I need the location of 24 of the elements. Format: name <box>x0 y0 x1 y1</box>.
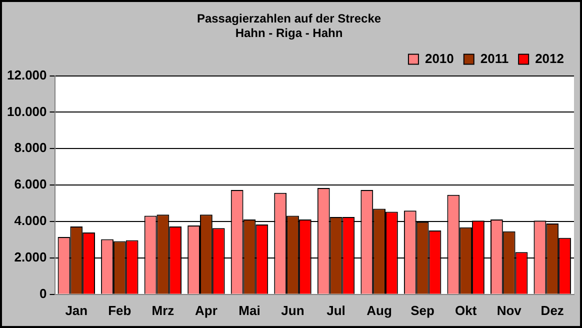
x-tick-label: Nov <box>496 302 522 318</box>
x-tick-label: Jan <box>65 302 88 318</box>
text: Passagierzahlen auf der Strecke <box>196 12 382 26</box>
x-tick-label: Mai <box>238 302 260 318</box>
text: Hahn - Riga - Hahn <box>235 26 343 40</box>
x-tick-label: Dez <box>540 302 564 318</box>
y-tick-label: 10.000 <box>6 104 47 119</box>
legend-label: 2012 <box>535 50 564 66</box>
x-tick-label: Feb <box>108 302 132 318</box>
y-tick-label: 4.000 <box>14 213 47 228</box>
y-tick-label: 12.000 <box>6 67 47 82</box>
legend-label: 2011 <box>480 50 509 66</box>
x-tick-label: Jun <box>281 302 304 318</box>
x-tick-label: Sep <box>410 302 435 318</box>
x-tick-label: Jul <box>326 302 346 318</box>
legend-label: 2010 <box>424 50 454 66</box>
y-tick-label: 8.000 <box>14 140 47 156</box>
x-tick-label: Mrz <box>152 302 175 318</box>
y-tick-label: 2.000 <box>14 250 47 265</box>
y-tick-label: 0 <box>40 286 47 301</box>
x-tick-label: Aug <box>366 302 392 318</box>
y-tick-label: 6.000 <box>14 176 47 192</box>
x-tick-label: Apr <box>195 302 218 318</box>
x-tick-label: Okt <box>454 302 478 318</box>
